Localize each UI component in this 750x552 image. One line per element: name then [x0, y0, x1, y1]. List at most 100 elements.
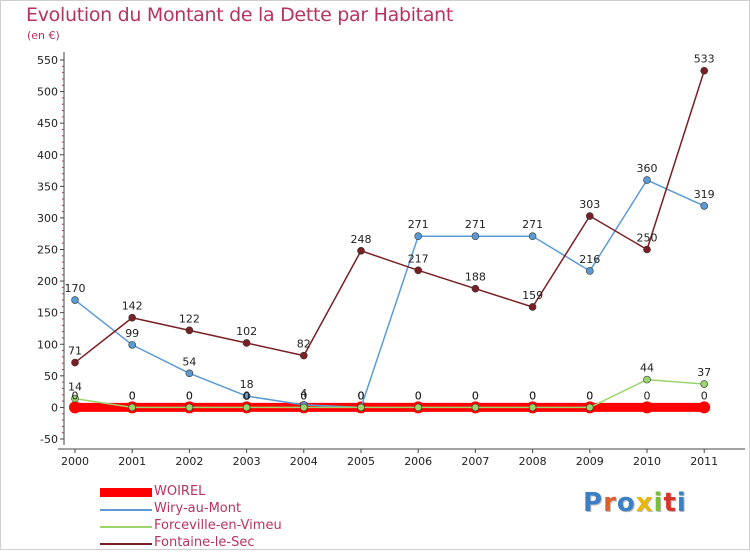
data-label-forceville-en-vimeu: 0: [529, 389, 536, 402]
data-point-wiry-au-mont: [585, 267, 594, 275]
data-label-wiry-au-mont: 4: [300, 387, 307, 400]
data-point-fontaine-le-sec: [700, 66, 709, 75]
data-label-forceville-en-vimeu: 0: [358, 389, 365, 402]
chart-title: Evolution du Montant de la Dette par Hab…: [26, 4, 454, 26]
data-label-fontaine-le-sec: 188: [465, 271, 486, 284]
legend-swatch-woirel: [100, 488, 152, 497]
data-point-forceville-en-vimeu: [585, 403, 594, 412]
logo-letter: i: [653, 488, 664, 518]
data-point-forceville-en-vimeu: [700, 380, 709, 388]
data-label-wiry-au-mont: 271: [465, 218, 486, 231]
data-label-woirel: 0: [72, 389, 79, 402]
data-label-forceville-en-vimeu: 0: [472, 389, 479, 402]
data-label-woirel: 0: [300, 389, 307, 402]
data-point-fontaine-le-sec: [299, 351, 308, 360]
data-point-woirel: [641, 401, 653, 414]
data-label-woirel: 0: [472, 389, 479, 402]
data-point-forceville-en-vimeu: [471, 403, 480, 412]
x-tick-label: 2001: [118, 455, 146, 468]
data-label-forceville-en-vimeu: 0: [586, 389, 593, 402]
data-label-woirel: 0: [644, 389, 651, 402]
data-point-forceville-en-vimeu: [242, 403, 251, 412]
data-label-woirel: 0: [415, 389, 422, 402]
data-point-wiry-au-mont: [471, 232, 480, 241]
y-tick-label: 400: [37, 149, 58, 162]
data-label-forceville-en-vimeu: 44: [640, 362, 654, 375]
series-wiry-au-mont: [71, 176, 709, 412]
data-point-forceville-en-vimeu: [71, 394, 79, 403]
y-tick-label: 0: [51, 401, 58, 414]
data-point-wiry-au-mont: [414, 232, 423, 241]
data-label-fontaine-le-sec: 142: [122, 300, 143, 313]
data-label-fontaine-le-sec: 71: [68, 345, 82, 358]
proxiti-logo: Proxiti: [583, 488, 687, 518]
series-line-forceville-en-vimeu: [74, 378, 705, 409]
data-label-forceville-en-vimeu: 14: [68, 381, 82, 394]
series-layer: [69, 66, 711, 414]
y-tick-label: 50: [44, 370, 58, 383]
legend-swatch-wiry-au-mont: [100, 509, 152, 511]
data-label-fontaine-le-sec: 122: [179, 312, 200, 325]
y-tick-label: 300: [37, 212, 58, 225]
legend-swatch-fontaine-le-sec: [100, 543, 152, 545]
y-tick-label: 100: [37, 338, 58, 351]
data-label-fontaine-le-sec: 533: [694, 53, 715, 66]
data-label-fontaine-le-sec: 102: [236, 325, 257, 338]
data-point-fontaine-le-sec: [414, 266, 423, 275]
legend-label-fontaine-le-sec: Fontaine-le-Sec: [154, 535, 255, 550]
data-point-fontaine-le-sec: [128, 313, 136, 322]
x-tick-label: 2005: [347, 455, 375, 468]
data-label-fontaine-le-sec: 250: [637, 232, 658, 245]
data-point-fontaine-le-sec: [471, 284, 480, 293]
data-label-woirel: 0: [186, 389, 193, 402]
x-tick-label: 2004: [290, 455, 318, 468]
logo-letter: r: [603, 488, 617, 518]
data-point-woirel: [698, 401, 711, 414]
legend-label-forceville-en-vimeu: Forceville-en-Vimeu: [154, 518, 282, 533]
data-label-fontaine-le-sec: 82: [297, 338, 311, 351]
data-label-forceville-en-vimeu: 0: [415, 389, 422, 402]
data-point-forceville-en-vimeu: [414, 403, 423, 412]
y-tick-label: 200: [37, 275, 58, 288]
data-label-fontaine-le-sec: 159: [522, 289, 543, 302]
data-label-wiry-au-mont: 18: [240, 378, 254, 391]
series-line-fontaine-le-sec: [74, 69, 705, 364]
data-label-forceville-en-vimeu: 0: [300, 389, 307, 402]
data-label-forceville-en-vimeu: 0: [243, 389, 250, 402]
data-point-fontaine-le-sec: [528, 303, 537, 311]
data-point-forceville-en-vimeu: [185, 403, 194, 412]
data-label-wiry-au-mont: 216: [579, 253, 600, 266]
data-label-forceville-en-vimeu: 0: [186, 389, 193, 402]
data-point-fontaine-le-sec: [185, 326, 194, 335]
logo-letter: t: [663, 488, 677, 518]
data-point-wiry-au-mont: [185, 369, 194, 378]
data-label-wiry-au-mont: 54: [182, 355, 196, 368]
data-point-forceville-en-vimeu: [528, 403, 537, 412]
data-point-wiry-au-mont: [71, 296, 79, 304]
x-tick-label: 2000: [61, 455, 89, 468]
y-tick-label: 450: [37, 117, 58, 130]
legend-swatch-forceville-en-vimeu: [100, 526, 152, 528]
data-label-fontaine-le-sec: 303: [579, 198, 600, 211]
data-label-woirel: 0: [129, 389, 136, 402]
logo-letter: x: [635, 488, 654, 518]
y-tick-label: 350: [37, 180, 58, 193]
y-tick-label: 550: [37, 54, 58, 67]
series-fontaine-le-sec: [71, 66, 709, 367]
data-point-fontaine-le-sec: [643, 245, 651, 254]
logo-letter: o: [616, 488, 636, 518]
data-label-woirel: 0: [529, 389, 536, 402]
logo-letter: i: [676, 488, 687, 518]
y-tick-label: 500: [37, 86, 58, 99]
data-point-fontaine-le-sec: [71, 358, 79, 367]
data-label-woirel: 0: [358, 389, 365, 402]
data-label-wiry-au-mont: 319: [694, 188, 715, 201]
data-label-woirel: 0: [243, 389, 250, 402]
data-label-wiry-au-mont: 360: [637, 162, 658, 175]
data-point-wiry-au-mont: [528, 232, 537, 241]
data-label-woirel: 0: [701, 389, 708, 402]
data-point-forceville-en-vimeu: [299, 403, 308, 412]
x-tick-label: 2008: [519, 455, 547, 468]
